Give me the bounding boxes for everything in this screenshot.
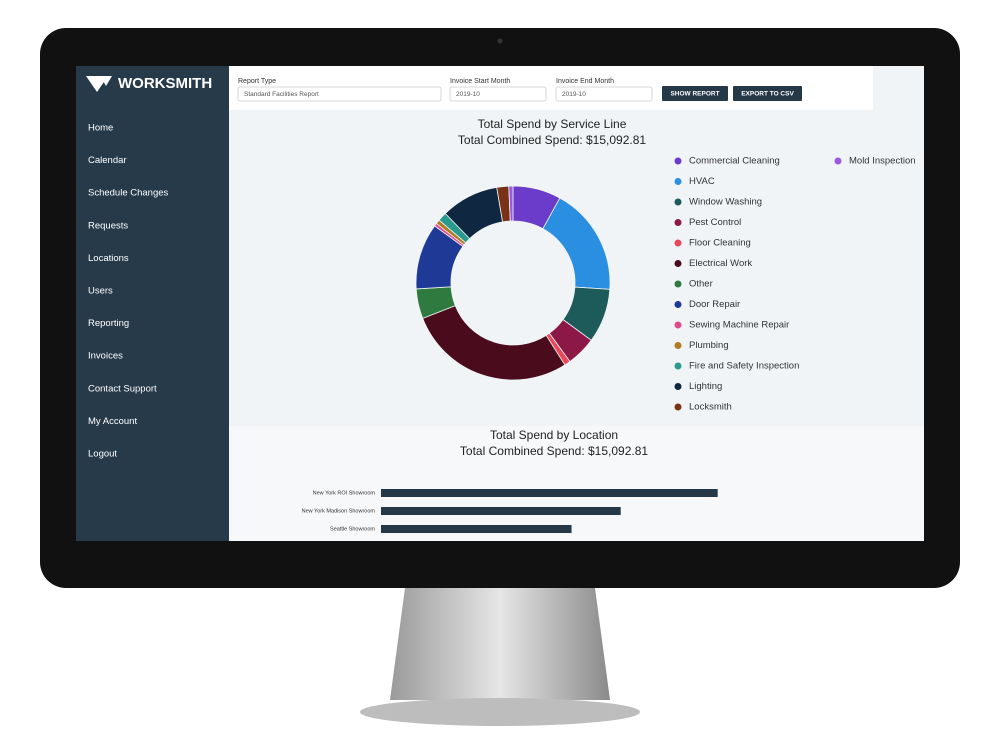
button[interactable] [662,86,728,101]
nav-item[interactable]: Locations [88,253,129,264]
bar-label: New York Madison Showroom [302,508,376,514]
legend-label: Commercial Cleaning [689,156,780,167]
bar [381,489,718,497]
chart-subtitle: Total Combined Spend: $15,092.81 [458,133,646,147]
legend-label: Floor Cleaning [689,238,751,249]
bar [381,525,572,533]
legend-swatch [674,260,682,267]
legend-swatch [674,157,682,165]
legend-swatch [674,383,682,390]
nav-item[interactable]: Calendar [88,155,127,166]
filter-input[interactable] [555,86,653,102]
bar-label: Seattle Showroom [330,526,375,532]
nav-item[interactable]: Invoices [88,351,123,362]
filter-label: Invoice End Month [556,78,614,85]
bar-label: New York ROI Showroom [313,490,376,496]
filter-value: 2019-10 [456,91,480,98]
button-label: EXPORT TO CSV [741,91,794,98]
nav-item[interactable]: My Account [88,416,137,427]
legend-swatch [674,198,682,206]
legend-label: HVAC [689,176,715,187]
monitor-base [360,698,640,726]
nav-item[interactable]: Reporting [88,318,129,329]
brand-name: WORKSMITH [118,75,212,92]
legend-swatch [674,403,682,411]
legend-label: Sewing Machine Repair [689,320,789,331]
legend-label: Mold Inspection [849,156,916,167]
legend-label: Plumbing [689,340,729,351]
button-label: SHOW REPORT [670,91,719,98]
legend-label: Other [689,279,713,290]
bar [381,507,621,515]
filter-label: Report Type [238,78,276,85]
legend-label: Door Repair [689,299,740,310]
legend-label: Fire and Safety Inspection [689,361,799,372]
panel [229,426,924,541]
filter-label: Invoice Start Month [450,78,510,85]
legend-label: Window Washing [689,197,762,208]
legend-swatch [674,239,682,247]
legend-swatch [834,157,842,165]
nav-item[interactable]: Home [88,123,113,134]
legend-label: Electrical Work [689,258,752,269]
chart-subtitle: Total Combined Spend: $15,092.81 [460,444,648,458]
button[interactable] [733,86,802,101]
legend-swatch [674,301,682,308]
legend-swatch [674,219,682,226]
legend-swatch [674,178,682,185]
filter-value: 2019-10 [562,91,586,98]
monitor-stand [390,588,610,700]
legend-swatch [674,321,682,329]
nav-item[interactable]: Requests [88,220,128,231]
chart-title: Total Spend by Location [490,428,618,442]
legend-label: Locksmith [689,402,732,413]
legend-swatch [674,362,682,370]
donut-slice [508,185,514,222]
chart-title: Total Spend by Service Line [478,117,627,131]
camera [497,38,503,44]
legend-label: Pest Control [689,217,741,228]
legend-swatch [674,342,682,349]
nav-item[interactable]: Schedule Changes [88,188,169,199]
legend-swatch [674,280,682,288]
legend-label: Lighting [689,381,722,392]
brand-logo [86,76,112,92]
filter-input[interactable] [237,86,442,102]
nav-item[interactable]: Contact Support [88,383,157,394]
filter-input[interactable] [449,86,547,102]
sidebar [76,66,229,541]
nav-item[interactable]: Logout [88,449,117,460]
filter-value: Standard Facilities Report [244,91,319,98]
nav-item[interactable]: Users [88,286,113,297]
